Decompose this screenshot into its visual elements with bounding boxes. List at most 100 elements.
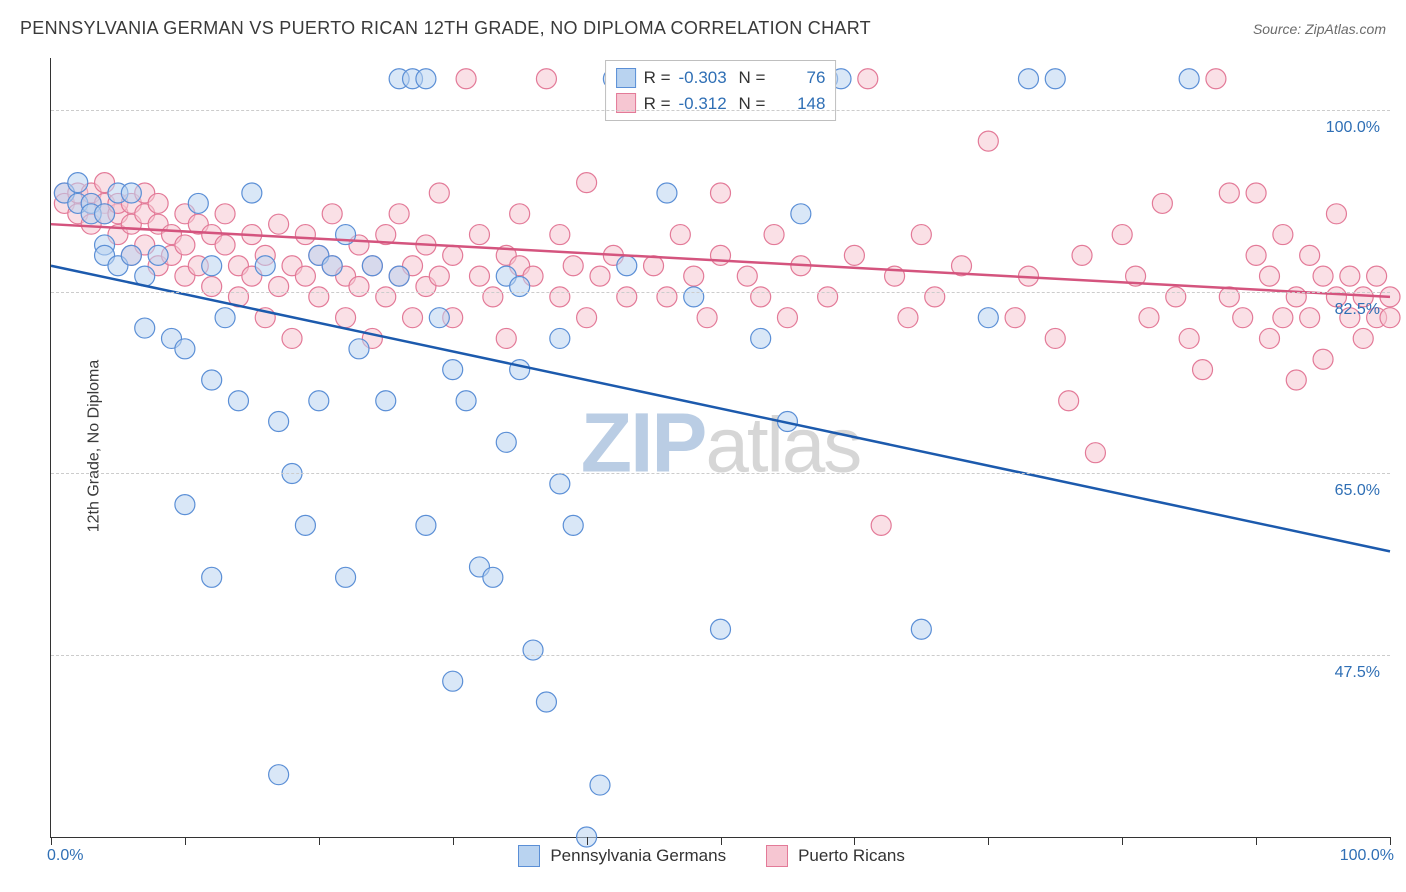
scatter-point — [1300, 308, 1320, 328]
title-bar: PENNSYLVANIA GERMAN VS PUERTO RICAN 12TH… — [20, 18, 1386, 39]
scatter-point — [844, 245, 864, 265]
scatter-point — [1367, 266, 1387, 286]
n-value-series1: 76 — [773, 65, 825, 91]
scatter-point — [711, 245, 731, 265]
scatter-point — [188, 193, 208, 213]
scatter-point — [871, 515, 891, 535]
scatter-point — [349, 277, 369, 297]
scatter-point — [309, 391, 329, 411]
y-tick-label: 65.0% — [1335, 482, 1380, 500]
legend-label-series1: Pennsylvania Germans — [550, 846, 726, 866]
legend-item-series2: Puerto Ricans — [766, 845, 905, 867]
scatter-point — [536, 692, 556, 712]
scatter-point — [135, 318, 155, 338]
x-tick — [1122, 837, 1123, 845]
scatter-point — [1112, 225, 1132, 245]
scatter-point — [349, 339, 369, 359]
scatter-point — [684, 287, 704, 307]
scatter-point — [1193, 360, 1213, 380]
scatter-point — [978, 131, 998, 151]
scatter-point — [510, 277, 530, 297]
scatter-point — [1018, 69, 1038, 89]
scatter-point — [925, 287, 945, 307]
correlation-stats-box: R = -0.303 N = 76 R = -0.312 N = 148 — [605, 60, 837, 121]
scatter-point — [269, 412, 289, 432]
scatter-point — [202, 567, 222, 587]
scatter-point — [657, 287, 677, 307]
scatter-point — [1259, 328, 1279, 348]
scatter-point — [978, 308, 998, 328]
scatter-point — [1246, 245, 1266, 265]
scatter-point — [644, 256, 664, 276]
scatter-point — [1326, 204, 1346, 224]
scatter-point — [269, 277, 289, 297]
scatter-point — [1233, 308, 1253, 328]
scatter-point — [443, 245, 463, 265]
scatter-point — [911, 619, 931, 639]
scatter-point — [68, 173, 88, 193]
scatter-point — [550, 474, 570, 494]
scatter-point — [322, 256, 342, 276]
scatter-point — [483, 287, 503, 307]
scatter-point — [1045, 69, 1065, 89]
scatter-point — [764, 225, 784, 245]
grid-line — [51, 473, 1390, 474]
y-tick-label: 47.5% — [1335, 664, 1380, 682]
scatter-point — [228, 391, 248, 411]
scatter-point — [175, 235, 195, 255]
r-value-series2: -0.312 — [679, 91, 731, 117]
scatter-point — [510, 360, 530, 380]
scatter-point — [577, 173, 597, 193]
trend-line — [51, 266, 1390, 552]
scatter-point — [429, 308, 449, 328]
x-tick — [453, 837, 454, 845]
scatter-point — [563, 515, 583, 535]
scatter-point — [416, 69, 436, 89]
chart-title: PENNSYLVANIA GERMAN VS PUERTO RICAN 12TH… — [20, 18, 871, 39]
scatter-point — [684, 266, 704, 286]
scatter-point — [95, 204, 115, 224]
scatter-point — [1152, 193, 1172, 213]
scatter-point — [1273, 225, 1293, 245]
scatter-point — [523, 640, 543, 660]
n-value-series2: 148 — [773, 91, 825, 117]
y-tick-label: 82.5% — [1335, 301, 1380, 319]
scatter-point — [577, 308, 597, 328]
x-tick — [854, 837, 855, 845]
scatter-point — [309, 287, 329, 307]
scatter-point — [416, 515, 436, 535]
scatter-point — [403, 308, 423, 328]
x-tick — [319, 837, 320, 845]
scatter-point — [711, 619, 731, 639]
scatter-point — [148, 193, 168, 213]
scatter-point — [1219, 287, 1239, 307]
grid-line — [51, 655, 1390, 656]
y-tick-label: 100.0% — [1326, 119, 1380, 137]
x-tick — [1390, 837, 1391, 845]
scatter-point — [389, 204, 409, 224]
scatter-point — [657, 183, 677, 203]
scatter-point — [1313, 266, 1333, 286]
scatter-point — [1179, 69, 1199, 89]
scatter-point — [1259, 266, 1279, 286]
scatter-point — [322, 204, 342, 224]
scatter-point — [751, 328, 771, 348]
scatter-point — [590, 775, 610, 795]
scatter-point — [898, 308, 918, 328]
stats-swatch-series1 — [616, 68, 636, 88]
scatter-point — [711, 183, 731, 203]
scatter-point — [1179, 328, 1199, 348]
scatter-point — [1085, 443, 1105, 463]
legend-swatch-series2 — [766, 845, 788, 867]
scatter-point — [469, 266, 489, 286]
scatter-point — [670, 225, 690, 245]
x-max-label: 100.0% — [1340, 847, 1394, 865]
scatter-point — [737, 266, 757, 286]
scatter-point — [148, 245, 168, 265]
scatter-point — [202, 370, 222, 390]
scatter-point — [510, 204, 530, 224]
scatter-point — [1313, 349, 1333, 369]
scatter-point — [777, 308, 797, 328]
scatter-point — [1045, 328, 1065, 348]
legend-label-series2: Puerto Ricans — [798, 846, 905, 866]
